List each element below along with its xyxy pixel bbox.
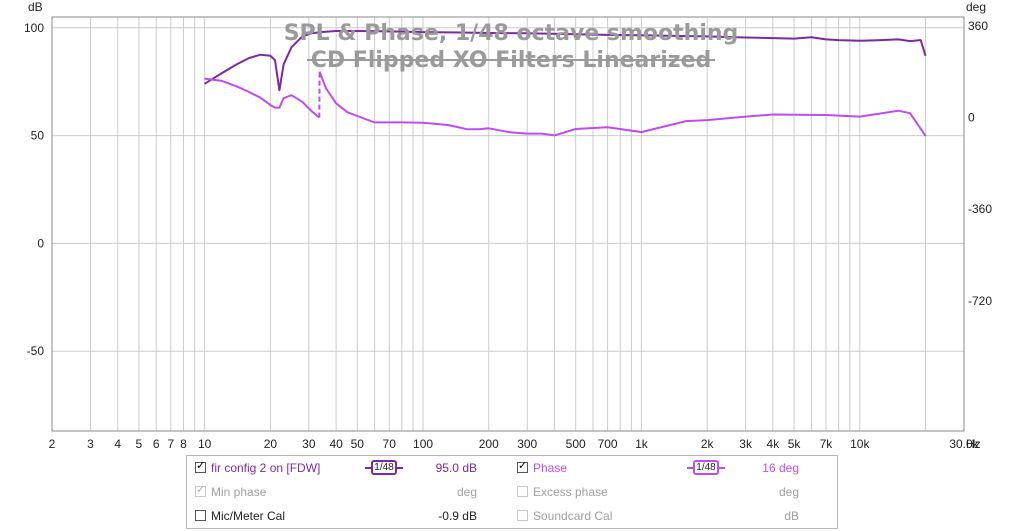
x-unit: Hz [966,437,981,451]
legend-row-excess: Excess phase deg [517,483,803,501]
miccal-checkbox[interactable] [195,510,206,521]
x-tick-labels: 2 3 4 5 6 7 8 10 20 30 40 50 70 100 200 300 500 700 1k 2k 3k… [49,437,980,451]
y-right-tick-label: 0 [968,111,975,125]
minphase-label: Min phase [211,485,267,499]
x-tick-label: 7k [820,437,834,451]
x-tick-label: 70 [383,437,397,451]
x-tick-label: 3 [87,437,94,451]
x-tick-label: 5 [136,437,143,451]
plot-frame [51,16,965,432]
x-tick-label: 3k [739,437,753,451]
spl-label: fir config 2 on [FDW] [211,461,321,475]
y-left-tick-label: 100 [24,21,44,35]
phase-value: 16 deg [762,461,799,475]
phase-curve [204,71,927,137]
x-tick-label: 40 [329,437,343,451]
y-right-tick-label: 360 [968,19,988,33]
chart-title-line1: SPL & Phase, 1/48 octave smoothing [284,21,739,46]
x-tick-label: 10 [198,437,212,451]
y-left-tick-label: 0 [37,236,44,250]
x-tick-label: 2 [49,437,56,451]
x-tick-label: 20 [264,437,278,451]
x-tick-label: 1k [635,437,649,451]
spl-value: 95.0 dB [435,461,477,475]
x-tick-label: 300 [517,437,537,451]
phase-smoothing-value: 1/48 [693,460,719,475]
legend-row-miccal: Mic/Meter Cal -0.9 dB [195,507,485,525]
legend-row-minphase: ✓ Min phase deg [195,483,485,501]
x-tick-label: 50 [351,437,365,451]
minphase-checkbox[interactable]: ✓ [195,484,206,497]
x-tick-label: 500 [566,437,586,451]
spl-curve [204,30,927,92]
legend-panel: ✓ fir config 2 on [FDW] 1/48 95.0 dB ✓ M… [186,455,838,529]
excess-checkbox[interactable] [517,486,528,497]
x-tick-label: 2k [701,437,715,451]
y-left-unit: dB [28,0,43,14]
y-left-tick-labels: 100 50 0 -50 [24,21,44,358]
excess-label: Excess phase [533,485,608,499]
soundcard-value: dB [784,509,799,523]
y-right-tick-label: -360 [968,202,992,216]
x-tick-label: 30.0k [949,437,979,451]
check-icon: ✓ [196,484,206,496]
x-tick-label: 200 [479,437,499,451]
y-left-tick-label: -50 [27,344,45,358]
excess-value: deg [778,485,799,499]
grid [51,17,965,431]
spl-checkbox[interactable]: ✓ [195,460,206,473]
spl-smoothing-value: 1/48 [371,460,397,475]
legend-row-phase: ✓ Phase 1/48 16 deg [517,459,803,477]
y-right-tick-label: -720 [968,294,992,308]
x-tick-label: 4k [767,437,781,451]
legend-row-soundcard: Soundcard Cal dB [517,507,803,525]
phase-smoothing-button[interactable]: 1/48 [687,460,725,476]
y-left-tick-label: 50 [31,129,45,143]
phase-checkbox[interactable]: ✓ [517,460,528,473]
miccal-label: Mic/Meter Cal [211,509,286,523]
check-icon: ✓ [196,460,206,472]
x-tick-label: 10k [850,437,870,451]
x-tick-label: 6 [153,437,160,451]
x-tick-label: 5k [788,437,802,451]
phase-label: Phase [533,461,568,475]
x-tick-label: 8 [180,437,187,451]
spl-smoothing-button[interactable]: 1/48 [365,460,403,476]
minphase-value: deg [456,485,477,499]
soundcard-label: Soundcard Cal [533,509,613,523]
x-tick-label: 700 [598,437,618,451]
x-tick-label: 100 [413,437,433,451]
check-icon: ✓ [518,460,528,472]
legend-row-spl: ✓ fir config 2 on [FDW] 1/48 95.0 dB [195,459,485,477]
x-tick-label: 4 [114,437,121,451]
x-tick-label: 30 [302,437,316,451]
soundcard-checkbox[interactable] [517,510,528,521]
y-right-tick-labels: 360 0 -360 -720 [968,19,992,308]
miccal-value: -0.9 dB [438,509,477,523]
x-tick-label: 7 [167,437,174,451]
y-right-unit: deg [966,0,986,14]
